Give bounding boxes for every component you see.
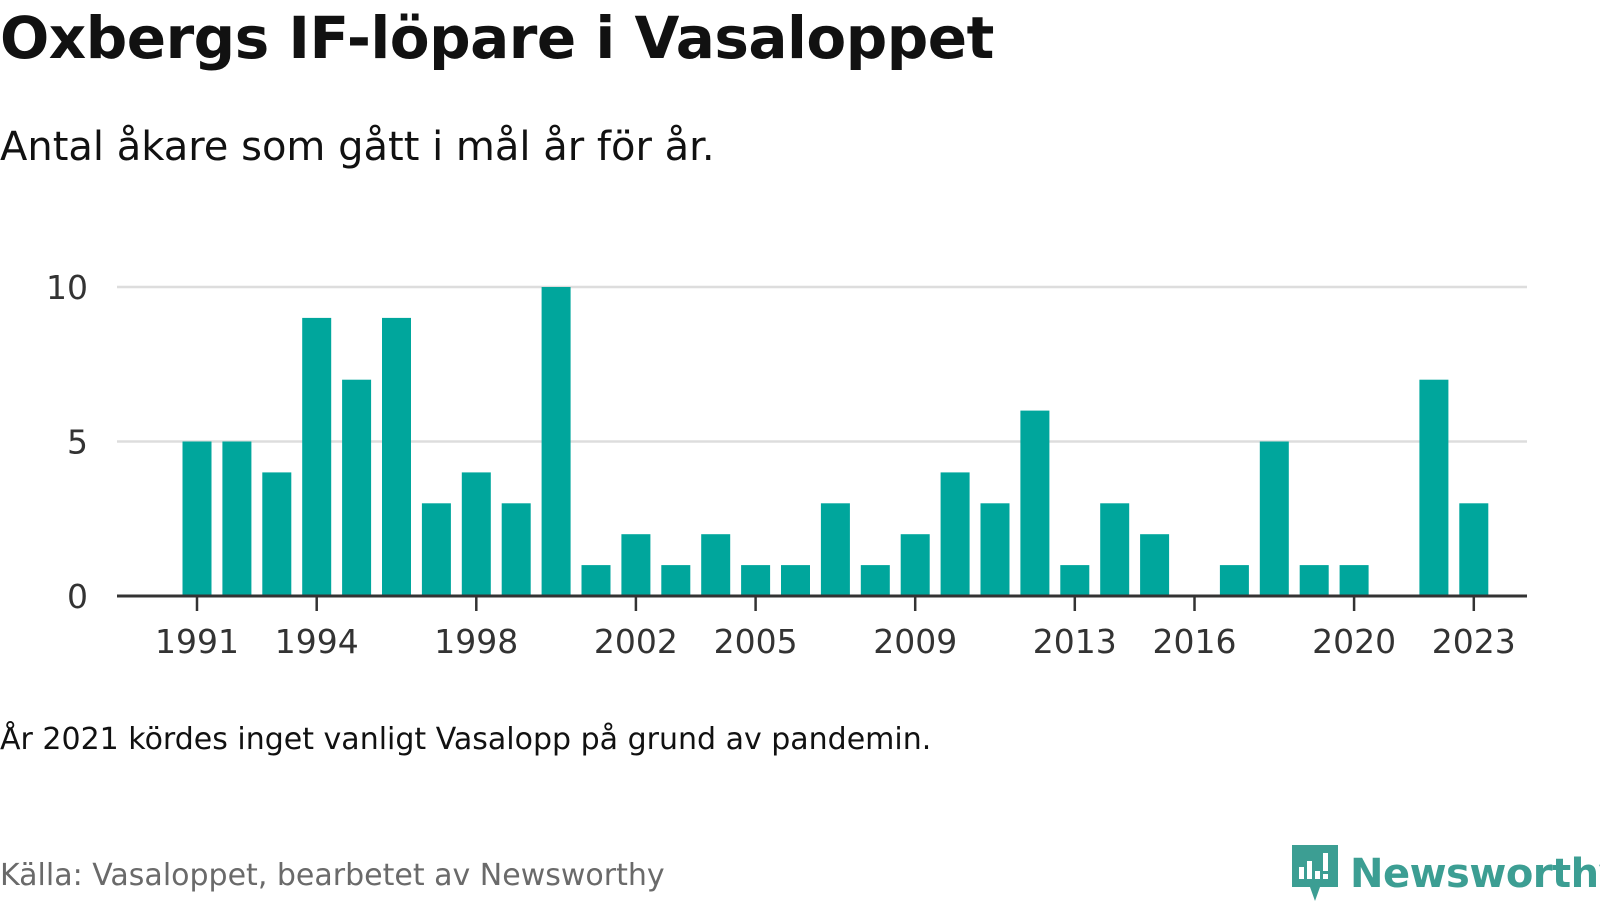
bar-2022 [1419,379,1449,596]
bar-2011 [980,503,1010,596]
x-tick-label: 1991 [155,622,239,661]
y-tick-label: 5 [67,423,88,462]
y-tick-label: 10 [46,268,88,307]
x-tick-label: 2009 [873,622,957,661]
bar-2000 [541,287,571,596]
bar-1999 [501,503,531,596]
bar-2013 [1060,565,1090,596]
x-tick-label: 2020 [1312,622,1396,661]
axes: 0 5 10 1991 1994 1998 2002 2005 2009 2013 2016 2020… [46,268,1527,661]
bar-2023 [1459,503,1489,596]
bar-2014 [1100,503,1130,596]
x-tick-label: 2005 [714,622,798,661]
chart-title: Oxbergs IF-löpare i Vasaloppet [0,4,994,72]
chart-subtitle: Antal åkare som gått i mål år för år. [0,124,715,170]
bar-2010 [940,472,970,596]
bar-1992 [222,441,252,596]
bar-1994 [302,317,332,596]
bar-1997 [421,503,451,596]
bar-1995 [342,379,372,596]
bars [182,287,1489,596]
brand-name: Newsworthy [1350,851,1600,897]
bar-2005 [741,565,771,596]
bar-1991 [182,441,212,596]
y-tick-label: 0 [67,577,88,616]
bar-1996 [382,317,411,596]
x-tick-label: 2023 [1432,622,1516,661]
bar-2020 [1339,565,1369,596]
bar-2006 [781,565,810,596]
bar-2004 [701,534,731,596]
bar-2007 [820,503,850,596]
bar-2009 [900,534,930,596]
bar-2018 [1259,441,1289,596]
x-tick-label: 2002 [594,622,678,661]
bar-chart: 0 5 10 1991 1994 1998 2002 2005 2009 2013 2016 2020… [46,268,1527,661]
newsworthy-logo-icon [1292,845,1338,901]
chart-note: År 2021 kördes inget vanligt Vasalopp på… [0,722,932,757]
x-tick-label: 2016 [1153,622,1237,661]
source-credit: Källa: Vasaloppet, bearbetet av Newswort… [0,858,665,893]
bar-2003 [661,565,691,596]
x-tick-label: 1994 [275,622,359,661]
x-tick-label: 2013 [1033,622,1117,661]
bar-2002 [621,534,651,596]
bar-2019 [1299,565,1329,596]
bar-1998 [461,472,491,596]
bar-2017 [1219,565,1249,596]
bar-2012 [1020,410,1050,596]
bar-2001 [581,565,611,596]
bar-1993 [262,472,292,596]
brand-logo: Newsworthy [1290,842,1600,906]
x-tick-label: 1998 [434,622,518,661]
bar-2015 [1140,534,1170,596]
bar-2008 [860,565,890,596]
